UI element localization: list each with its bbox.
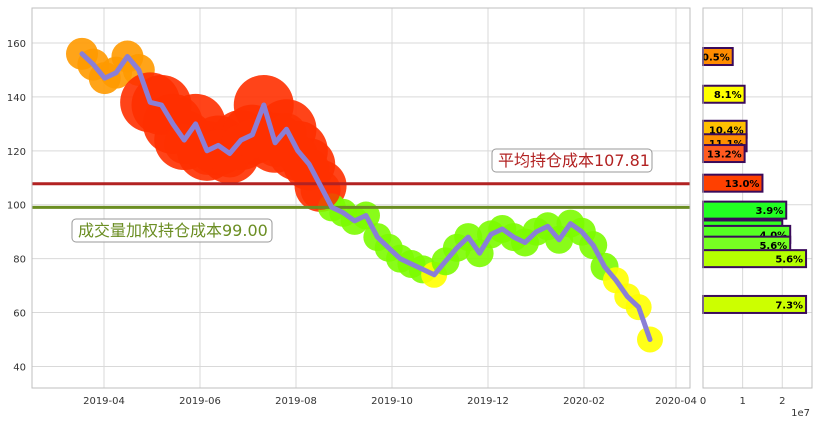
y-tick-label: 40 [13,362,26,373]
x-tick-label: 2019-04 [83,396,125,407]
x-tick-label: 2020-04 [655,396,697,407]
reference-label-box [71,218,273,243]
bar-label: 3.9% [756,206,784,217]
x-tick-label: 2019-08 [275,396,317,407]
y-tick-label: 60 [13,309,26,320]
x-tick-label: 2019-12 [467,396,509,407]
bar-frame [702,7,813,389]
bar-x-tick-label: 2 [779,396,785,407]
bar-label: 5.6% [775,255,803,266]
x-tick-label: 2019-06 [179,396,221,407]
reference-label-box [491,148,653,173]
bar-label: 5.6% [759,241,787,252]
bar-scale-label: 1e7 [791,408,810,419]
bar-x-tick-label: 1 [739,396,745,407]
plot-frame [31,7,691,389]
y-tick-label: 80 [13,255,26,266]
price-line [79,51,653,342]
y-tick-label: 100 [7,201,26,212]
y-tick-label: 160 [7,39,26,50]
x-tick-label: 2019-10 [371,396,413,407]
y-tick-label: 140 [7,93,26,104]
y-tick-label: 120 [7,147,26,158]
bar-plot-area [703,8,812,388]
bar-label: 7.3% [775,300,803,311]
bar-label: 0.5% [702,53,730,64]
bar-x-tick-label: 0 [700,396,706,407]
bar-label: 13.2% [707,150,742,161]
bar-label: 13.0% [725,179,760,190]
reference-label: 平均持仓成本107.81 [498,151,650,170]
bar-label: 8.1% [714,90,742,101]
reference-label: 成交量加权持仓成本99.00 [78,221,268,240]
bar-label: 10.4% [709,125,744,136]
x-tick-label: 2020-02 [563,396,605,407]
